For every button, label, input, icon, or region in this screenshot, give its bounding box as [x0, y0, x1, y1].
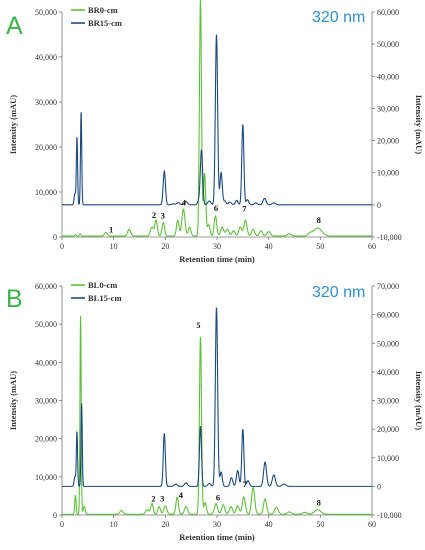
left-y-tick-label: 0	[53, 233, 57, 242]
x-tick-label: 20	[161, 520, 169, 529]
x-tick-label: 40	[265, 520, 273, 529]
x-axis-label: Retention time (min)	[179, 532, 255, 542]
legend-entry: BR0-cm	[88, 5, 118, 15]
peak-label: 4	[182, 198, 187, 208]
peak-label: 6	[214, 203, 218, 213]
left-y-tick-label: 40,000	[35, 358, 57, 367]
peak-label: 7	[243, 479, 248, 489]
x-tick-label: 60	[368, 520, 376, 529]
left-y-tick-label: 10,000	[35, 188, 57, 197]
panel-letter: A	[6, 12, 23, 40]
legend-entry: BR15-cm	[88, 18, 122, 28]
right-y-tick-label: 50,000	[377, 339, 399, 348]
x-axis-label: Retention time (min)	[179, 254, 255, 264]
x-tick-label: 30	[213, 520, 221, 529]
right-y-tick-label: 60,000	[377, 311, 399, 320]
right-y-tick-label: 50,000	[377, 40, 399, 49]
x-tick-label: 50	[316, 242, 324, 251]
series-line-0	[62, 0, 372, 237]
right-y-tick-label: 20,000	[377, 425, 399, 434]
series-line-1	[62, 34, 372, 206]
right-y-tick-label: 40,000	[377, 368, 399, 377]
right-y-axis-label: Intensity (mAU)	[414, 371, 424, 430]
left-y-tick-label: 40,000	[35, 53, 57, 62]
right-y-tick-label: -10,000	[377, 233, 402, 242]
peak-label: 2	[151, 493, 155, 503]
left-y-tick-label: 10,000	[35, 473, 57, 482]
x-tick-label: 40	[265, 242, 273, 251]
peak-label: 1	[109, 225, 113, 235]
left-y-axis-label: Intensity (mAU)	[8, 371, 18, 430]
right-y-tick-label: 70,000	[377, 282, 399, 291]
left-y-tick-label: 30,000	[35, 397, 57, 406]
right-y-tick-label: -10,000	[377, 511, 402, 520]
right-y-tick-label: 40,000	[377, 72, 399, 81]
right-y-axis-label: Intensity (mAU)	[414, 95, 424, 154]
x-tick-label: 30	[213, 242, 221, 251]
wavelength-label: 320 nm	[312, 9, 365, 26]
left-y-tick-label: 20,000	[35, 143, 57, 152]
series-line-0	[62, 315, 372, 515]
panel-b: B 320 nm 0 10 20 30 40 50 60010,00020,00030,00…	[6, 280, 424, 542]
left-y-tick-label: 60,000	[35, 282, 57, 291]
right-y-tick-label: 0	[377, 482, 381, 491]
panel-letter: B	[6, 285, 23, 313]
left-y-tick-label: 50,000	[35, 8, 57, 17]
x-tick-label: 10	[110, 242, 118, 251]
x-tick-label: 60	[368, 242, 376, 251]
peak-label: 2	[152, 210, 156, 220]
series-line-1	[62, 307, 372, 487]
right-y-tick-label: 60,000	[377, 8, 399, 17]
peak-label: 7	[242, 204, 247, 214]
left-y-tick-label: 0	[53, 511, 57, 520]
peak-label: 3	[161, 211, 165, 221]
x-tick-label: 20	[161, 242, 169, 251]
right-y-tick-label: 20,000	[377, 137, 399, 146]
left-y-tick-label: 20,000	[35, 435, 57, 444]
x-tick-label: 0	[60, 242, 64, 251]
right-y-tick-label: 10,000	[377, 169, 399, 178]
legend-entry: BL15-cm	[88, 293, 122, 303]
right-y-tick-label: 30,000	[377, 104, 399, 113]
legend-entry: BL0-cm	[88, 280, 117, 290]
peak-label: 5	[196, 320, 200, 330]
x-tick-label: 0	[60, 520, 64, 529]
panel-a: A 320 nm 0 10 20 30 40 50 60010,00020,00030,00…	[6, 0, 424, 264]
left-y-tick-label: 30,000	[35, 98, 57, 107]
x-tick-label: 50	[316, 520, 324, 529]
left-y-axis-label: Intensity (mAU)	[8, 95, 18, 154]
peak-label: 4	[179, 490, 184, 500]
peak-label: 8	[317, 215, 321, 225]
peak-label: 3	[160, 494, 164, 504]
wavelength-label: 320 nm	[312, 284, 365, 301]
peak-label: 6	[216, 493, 220, 503]
peak-label: 8	[317, 498, 321, 508]
right-y-tick-label: 10,000	[377, 454, 399, 463]
right-y-tick-label: 0	[377, 201, 381, 210]
left-y-tick-label: 50,000	[35, 320, 57, 329]
x-tick-label: 10	[110, 520, 118, 529]
right-y-tick-label: 30,000	[377, 397, 399, 406]
